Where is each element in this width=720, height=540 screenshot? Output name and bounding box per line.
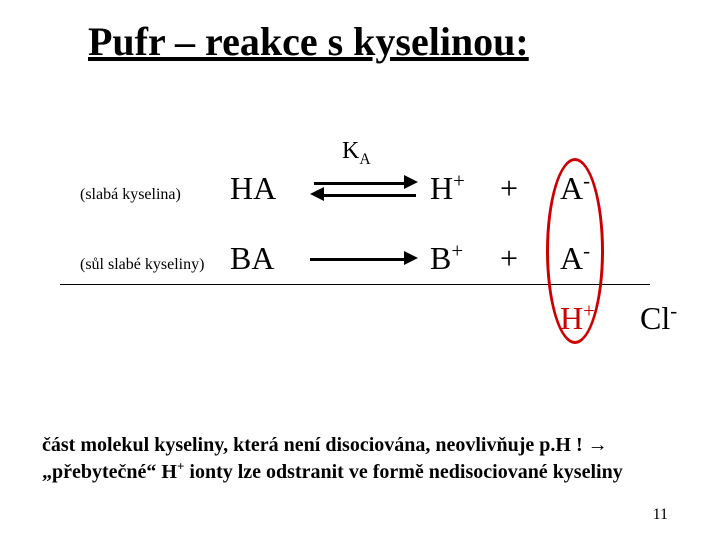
ka-sub: A	[359, 151, 370, 168]
row1-species: HA	[230, 170, 276, 207]
row2-arrowhead	[404, 251, 418, 265]
ka-base: K	[342, 138, 359, 164]
body-line2a: „přebytečné“ H	[42, 461, 177, 483]
row2-product1-sup: +	[451, 239, 463, 262]
body-line2: „přebytečné“ H+ ionty lze odstranit ve f…	[42, 459, 682, 486]
label-salt-weak-acid: (sůl slabé kyseliny)	[80, 256, 204, 274]
row2-product1: B+	[430, 240, 463, 277]
row2-arrow	[310, 258, 406, 261]
body-line1-text: část molekul kyseliny, která není disoci…	[42, 434, 583, 456]
body-line1: část molekul kyseliny, která není disoci…	[42, 432, 682, 459]
row2-product1-base: B	[430, 240, 451, 276]
row1-plus: +	[500, 170, 518, 207]
label-weak-acid: (slabá kyselina)	[80, 186, 181, 204]
page-number: 11	[653, 506, 668, 524]
row1-product1: H+	[430, 170, 465, 207]
row3-anion-base: Cl	[640, 300, 670, 336]
ka-label: KA	[342, 138, 371, 165]
row3-anion-sup: -	[670, 299, 677, 322]
row1-arrow-top	[314, 182, 406, 185]
row2-plus: +	[500, 240, 518, 277]
row1-arrowhead-right	[404, 175, 418, 189]
row1-product1-base: H	[430, 170, 453, 206]
body-line2b: ionty lze odstranit ve formě nedisociova…	[184, 461, 622, 483]
row1-product1-sup: +	[453, 169, 465, 192]
red-oval-highlight	[546, 158, 604, 344]
arrow-glyph-icon: →	[588, 434, 608, 456]
page-title: Pufr – reakce s kyselinou:	[88, 18, 529, 65]
row2-species: BA	[230, 240, 274, 277]
row1-arrowhead-left	[310, 187, 324, 201]
body-text: část molekul kyseliny, která není disoci…	[42, 432, 682, 486]
row3-anion: Cl-	[640, 300, 677, 337]
row1-arrow-bottom	[324, 194, 416, 197]
